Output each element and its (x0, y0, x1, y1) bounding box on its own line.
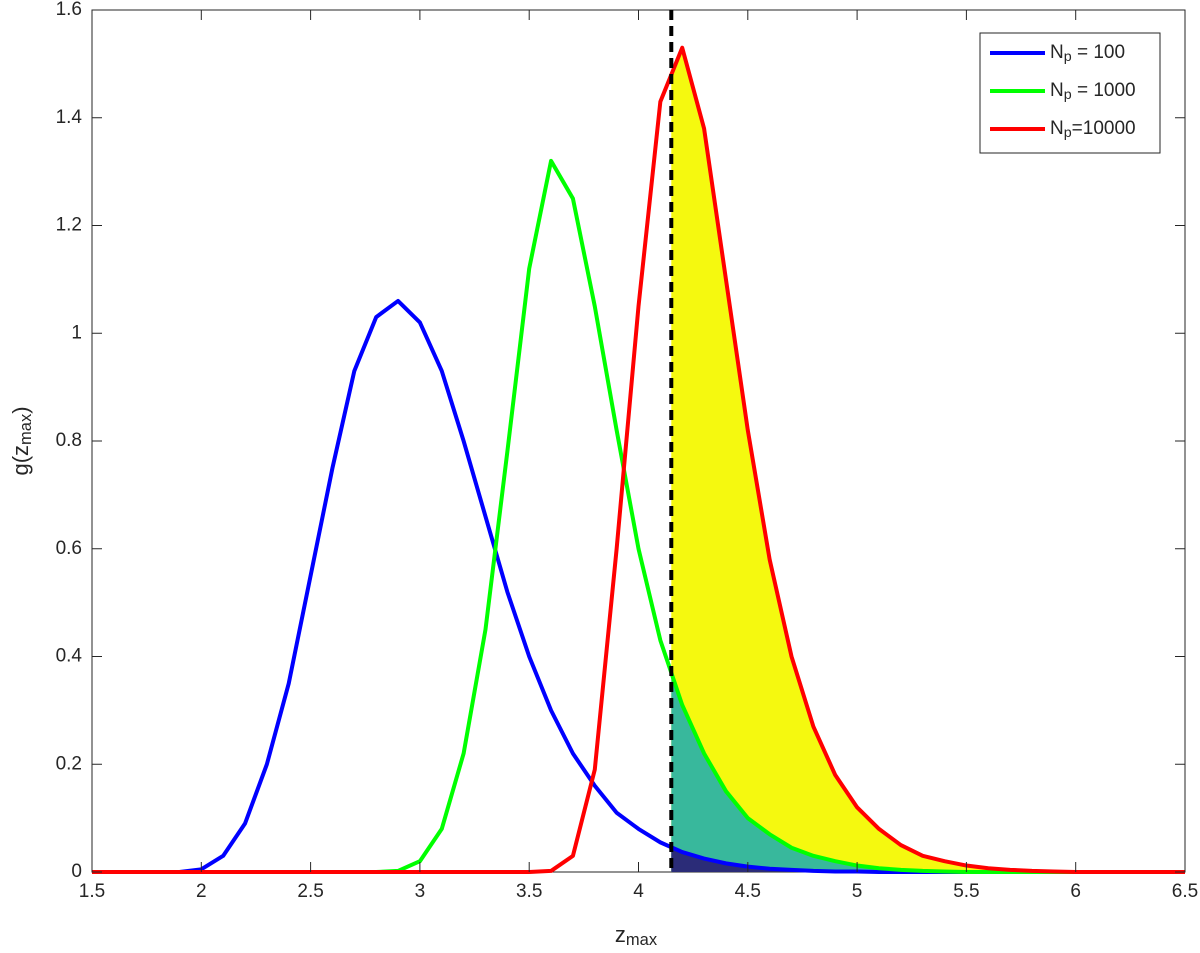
shaded-area (671, 672, 1185, 872)
line-series (92, 45, 1185, 874)
shaded-area (671, 47, 1185, 872)
y-tick-label: 0.2 (56, 753, 82, 774)
y-tick-label: 1.2 (56, 215, 82, 236)
y-tick-label: 0.8 (56, 430, 82, 451)
x-tick-label: 4.5 (735, 881, 761, 902)
x-tick-label: 2.5 (297, 881, 323, 902)
x-tick-label: 6.5 (1172, 881, 1198, 902)
y-tick-label: 0 (71, 861, 82, 882)
x-tick-label: 5 (852, 881, 863, 902)
y-tick-label: 1 (71, 322, 82, 343)
y-tick-label: 0.4 (56, 646, 83, 667)
legend-label: Np=10000 (1050, 118, 1136, 141)
y-tick-label: 0.6 (56, 538, 82, 559)
legend-label: Np = 1000 (1050, 80, 1136, 103)
line-series (92, 158, 1185, 874)
shaded-area (671, 847, 1185, 872)
x-tick-label: 3.5 (516, 881, 542, 902)
y-tick-label: 1.6 (56, 0, 82, 20)
line-series (92, 298, 1185, 874)
x-tick-label: 4 (633, 881, 644, 902)
x-axis-label: zmax (615, 922, 658, 950)
x-tick-label: 6 (1070, 881, 1081, 902)
x-tick-label: 5.5 (953, 881, 979, 902)
y-tick-label: 1.4 (56, 107, 83, 128)
x-tick-label: 3 (415, 881, 426, 902)
y-axis-label: g(zmax) (8, 406, 36, 475)
legend-label: Np = 100 (1050, 42, 1125, 65)
x-tick-label: 1.5 (79, 881, 105, 902)
x-tick-label: 2 (196, 881, 207, 902)
